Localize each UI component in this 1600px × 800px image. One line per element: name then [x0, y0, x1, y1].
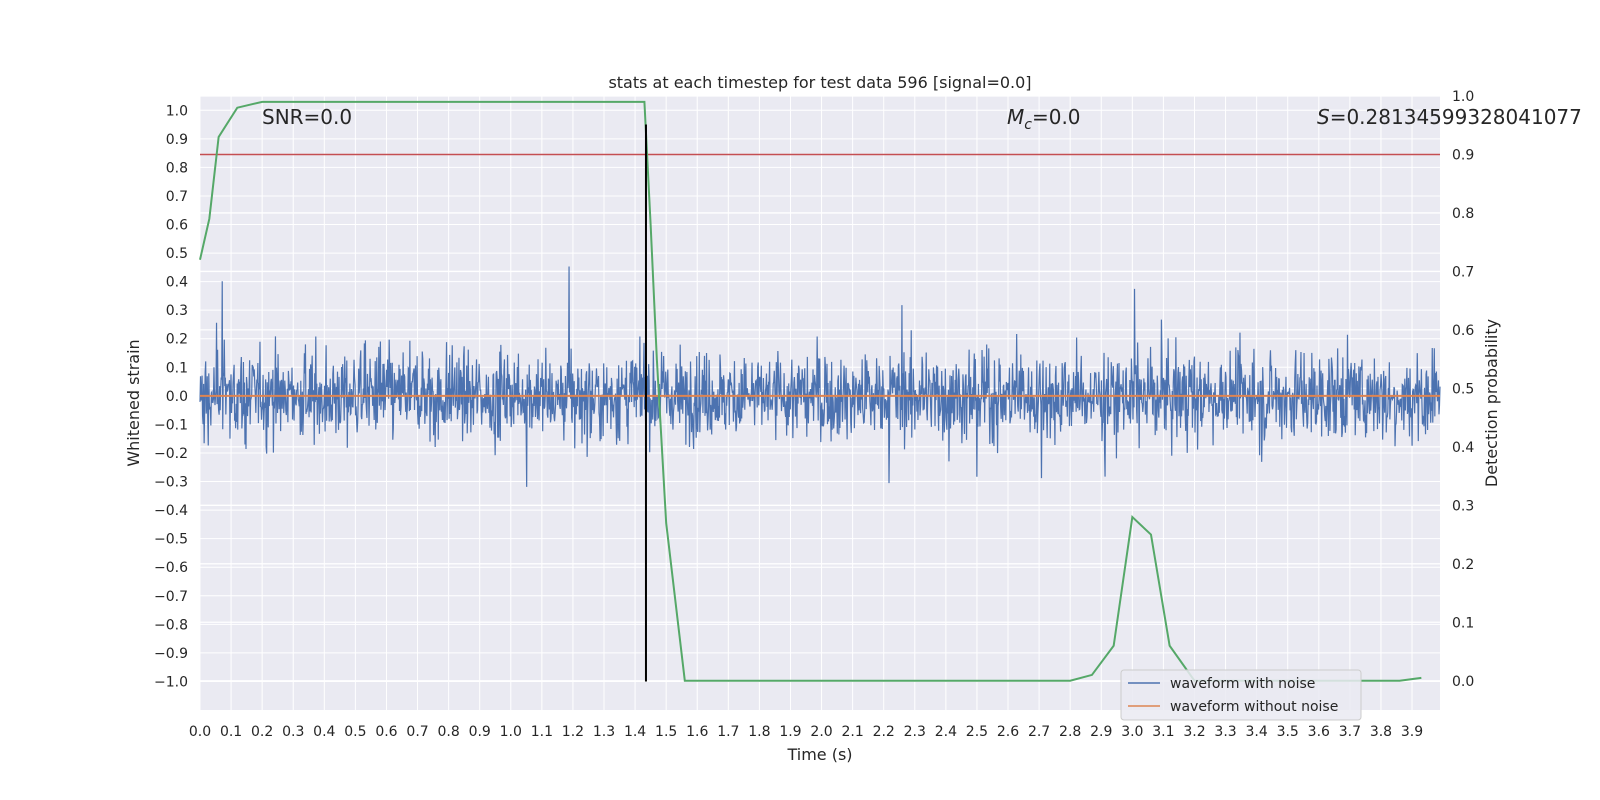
y-tick-label: 0.9 [166, 132, 188, 148]
mc-subscript: c [1024, 117, 1032, 133]
y-tick-label: −0.5 [154, 532, 188, 548]
x-tick-label: 1.5 [655, 724, 677, 740]
x-tick-label: 1.6 [686, 724, 708, 740]
mc-annotation: Mc=0.0 [1007, 105, 1081, 133]
y-right-tick-label: 0.0 [1452, 674, 1474, 690]
x-tick-label: 0.8 [437, 724, 459, 740]
y-tick-label: 0.5 [166, 246, 188, 262]
snr-annotation: SNR=0.0 [262, 105, 352, 129]
x-tick-label: 3.4 [1246, 724, 1268, 740]
x-tick-label: 1.9 [779, 724, 801, 740]
y-tick-label: −0.6 [154, 560, 188, 576]
x-tick-label: 3.7 [1339, 724, 1361, 740]
y-right-tick-label: 1.0 [1452, 89, 1474, 105]
x-tick-label: 1.1 [531, 724, 553, 740]
y-tick-label: 0.0 [166, 389, 188, 405]
x-tick-label: 1.2 [562, 724, 584, 740]
waveform-with-noise-line [199, 266, 1441, 487]
y-right-tick-labels: 1.0 0.9 0.8 0.7 0.6 0.5 0.4 0.3 0.2 0.1 0.0 [1452, 89, 1474, 690]
mc-value: =0.0 [1032, 105, 1081, 129]
x-tick-label: 3.8 [1370, 724, 1392, 740]
legend-label-noise: waveform with noise [1170, 676, 1315, 692]
legend-box [1120, 669, 1362, 721]
x-tick-label: 0.1 [220, 724, 242, 740]
x-tick-label: 0.2 [251, 724, 273, 740]
y-tick-label: 0.1 [166, 360, 188, 376]
s-value: =0.28134599328041077 [1330, 105, 1582, 129]
y-tick-label: 0.6 [166, 218, 188, 234]
x-tick-label: 0.5 [344, 724, 366, 740]
waveform-with-noise-series [199, 266, 1441, 487]
x-tick-label: 0.6 [375, 724, 397, 740]
y-tick-label: 0.7 [166, 189, 188, 205]
legend: waveform with noise waveform without noi… [1120, 669, 1362, 721]
legend-label-clean: waveform without noise [1170, 699, 1338, 715]
y-tick-label: 0.2 [166, 332, 188, 348]
y-right-tick-label: 0.3 [1452, 498, 1474, 514]
y-tick-label: −0.7 [154, 589, 188, 605]
x-tick-label: 3.0 [1121, 724, 1143, 740]
y-right-tick-label: 0.5 [1452, 381, 1474, 397]
y-right-axis-label: Detection probability [1482, 319, 1501, 487]
x-tick-label: 2.4 [935, 724, 957, 740]
x-tick-label: 2.5 [966, 724, 988, 740]
x-tick-label: 1.3 [593, 724, 615, 740]
y-tick-label: −0.8 [154, 617, 188, 633]
y-right-tick-label: 0.1 [1452, 615, 1474, 631]
x-tick-label: 2.0 [810, 724, 832, 740]
x-tick-label: 1.4 [624, 724, 646, 740]
x-tick-label: 3.6 [1308, 724, 1330, 740]
x-tick-label: 1.7 [717, 724, 739, 740]
y-tick-label: −1.0 [154, 674, 188, 690]
y-tick-label: −0.1 [154, 417, 188, 433]
mc-symbol: M [1007, 105, 1024, 129]
x-tick-label: 3.1 [1152, 724, 1174, 740]
x-tick-label: 2.9 [1090, 724, 1112, 740]
y-right-tick-label: 0.2 [1452, 557, 1474, 573]
y-tick-label: 0.3 [166, 303, 188, 319]
x-tick-label: 2.7 [1028, 724, 1050, 740]
x-tick-label: 3.3 [1214, 724, 1236, 740]
y-right-tick-label: 0.6 [1452, 323, 1474, 339]
y-tick-label: −0.3 [154, 475, 188, 491]
y-tick-label: −0.2 [154, 446, 188, 462]
x-tick-label: 2.6 [997, 724, 1019, 740]
x-tick-label: 3.5 [1277, 724, 1299, 740]
y-right-tick-label: 0.4 [1452, 440, 1474, 456]
x-tick-label: 2.1 [841, 724, 863, 740]
x-tick-label: 3.2 [1183, 724, 1205, 740]
y-tick-labels: 1.0 0.9 0.8 0.7 0.6 0.5 0.4 0.3 0.2 0.1 0.0 −0.1 −0.… [154, 103, 188, 690]
x-tick-label: 2.3 [904, 724, 926, 740]
chart-title: stats at each timestep for test data 596… [608, 73, 1031, 92]
x-axis-label: Time (s) [786, 745, 852, 764]
x-tick-label: 2.8 [1059, 724, 1081, 740]
y-tick-label: 0.4 [166, 275, 188, 291]
y-right-tick-label: 0.8 [1452, 206, 1474, 222]
y-tick-label: 1.0 [166, 103, 188, 119]
x-tick-label: 0.0 [189, 724, 211, 740]
x-tick-label: 2.2 [873, 724, 895, 740]
x-tick-labels: 0.0 0.1 0.2 0.3 0.4 0.5 0.6 0.7 0.8 0.9 1.0 1.1 1.2 1… [189, 724, 1423, 740]
x-tick-label: 0.3 [282, 724, 304, 740]
y-right-tick-label: 0.7 [1452, 264, 1474, 280]
x-tick-label: 1.8 [748, 724, 770, 740]
x-tick-label: 3.9 [1401, 724, 1423, 740]
y-right-tick-label: 0.9 [1452, 147, 1474, 163]
y-tick-label: −0.4 [154, 503, 188, 519]
s-symbol: S [1317, 105, 1330, 129]
y-tick-label: 0.8 [166, 160, 188, 176]
s-annotation: S=0.28134599328041077 [1317, 105, 1582, 129]
y-axis-label: Whitened strain [124, 339, 143, 466]
x-tick-label: 0.4 [313, 724, 335, 740]
x-tick-label: 0.9 [469, 724, 491, 740]
x-tick-label: 1.0 [500, 724, 522, 740]
x-tick-label: 0.7 [406, 724, 428, 740]
y-tick-label: −0.9 [154, 646, 188, 662]
